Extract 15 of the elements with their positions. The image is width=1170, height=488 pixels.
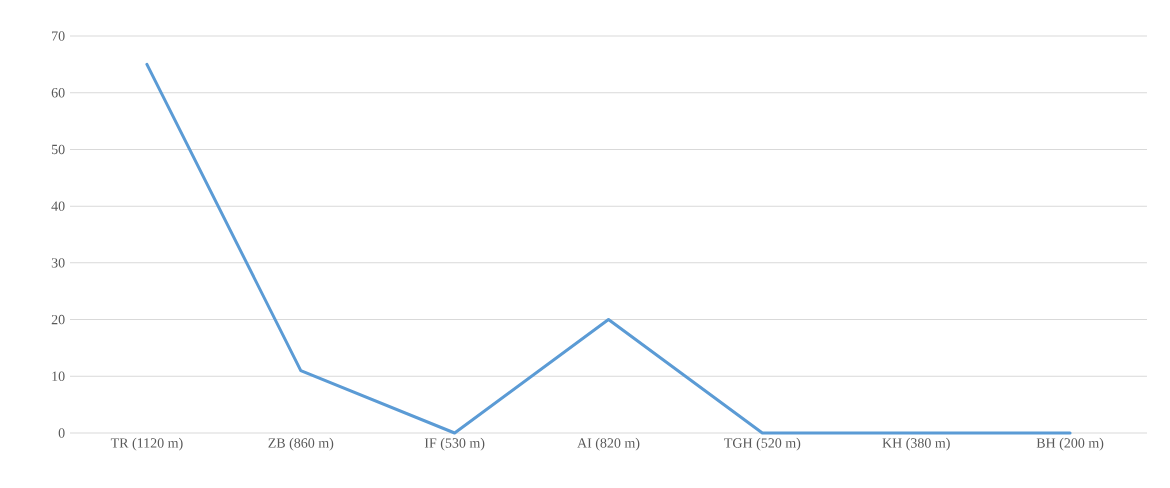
x-tick-label: TGH (520 m) <box>724 437 801 451</box>
x-tick-label: KH (380 m) <box>882 437 950 451</box>
x-tick-label: TR (1120 m) <box>110 437 183 451</box>
y-tick-label: 0 <box>58 428 65 438</box>
y-tick-label: 30 <box>51 258 65 268</box>
x-tick-label: IF (530 m) <box>424 437 485 451</box>
y-tick-label: 50 <box>51 144 65 155</box>
y-tick-label: 60 <box>51 87 65 98</box>
x-tick-label: ZB (860 m) <box>268 437 334 451</box>
x-tick-label: BH (200 m) <box>1036 437 1104 451</box>
y-tick-label: 40 <box>51 201 65 211</box>
y-tick-label: 10 <box>52 371 65 382</box>
y-tick-label: 20 <box>51 314 65 325</box>
x-tick-label: AI (820 m) <box>577 437 640 451</box>
y-tick-label: 70 <box>52 31 65 41</box>
